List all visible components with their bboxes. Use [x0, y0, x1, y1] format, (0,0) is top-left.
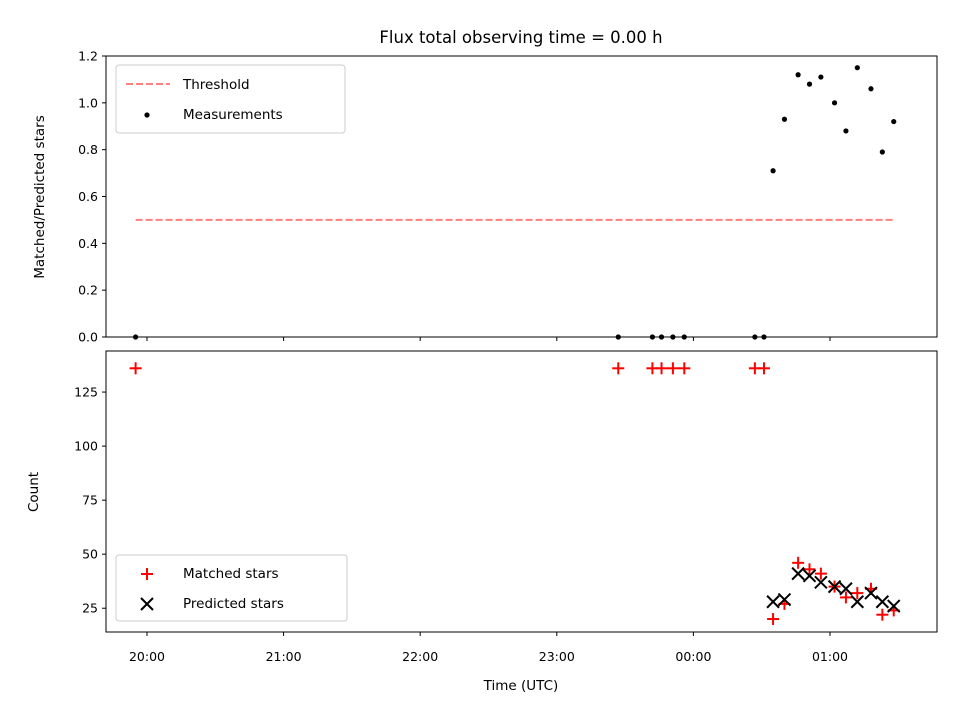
matched-star-point [666, 362, 679, 375]
legend-matched-swatch [141, 568, 153, 580]
legend-measurements-label: Measurements [183, 107, 283, 123]
predicted-star-point [850, 595, 865, 609]
predicted-star-point [814, 575, 828, 589]
predicted-star-stroke-b [827, 579, 842, 594]
top-y-tick-label: 1.2 [78, 49, 98, 64]
top-y-tick-label: 0.4 [78, 236, 98, 251]
measurement-point [831, 100, 838, 106]
measurement-point [132, 334, 139, 340]
measurement-point [879, 149, 885, 155]
predicted-star-stroke-b [850, 595, 865, 609]
legend-measurements-swatch [144, 112, 150, 118]
matched-star-point [876, 608, 889, 621]
predicted-star-point [791, 566, 805, 581]
predicted-star-stroke-b [766, 595, 780, 609]
predicted-star-stroke-b [777, 592, 792, 607]
bottom-x-tick-label: 01:00 [812, 649, 848, 664]
measurement-point [891, 118, 897, 125]
measurement-point [615, 334, 621, 340]
top-chart-marks [132, 65, 897, 340]
measurement-point [752, 334, 758, 340]
measurement-point [854, 65, 860, 71]
bottom-x-axis-label: Time (UTC) [483, 678, 559, 694]
predicted-star-stroke-b [875, 595, 890, 609]
measurement-point [795, 72, 801, 78]
bottom-y-tick-label: 50 [82, 547, 98, 562]
measurement-point [818, 74, 824, 80]
bottom-x-tick-label: 21:00 [266, 649, 302, 664]
legend-matched-label: Matched stars [183, 566, 279, 582]
predicted-star-stroke-b [802, 569, 817, 583]
bottom-legend-box [115, 554, 348, 622]
measurement-point [781, 116, 788, 122]
bottom-x-tick-label: 00:00 [675, 649, 711, 664]
top-y-tick-label: 0.6 [78, 189, 98, 204]
predicted-star-point [887, 599, 901, 613]
measurement-point [770, 168, 776, 174]
measurement-point [843, 128, 849, 134]
measurement-point [649, 334, 656, 340]
bottom-x-tick-label: 20:00 [129, 649, 165, 664]
bottom-y-axis-label: Count [26, 472, 42, 512]
bottom-chart-marks [129, 362, 901, 626]
measurement-point [868, 86, 874, 92]
bottom-y-tick-label: 75 [82, 493, 98, 508]
top-y-tick-label: 1.0 [78, 95, 98, 110]
legend-predicted-swatch [140, 597, 154, 611]
predicted-star-stroke-b [839, 582, 853, 596]
top-y-axis-label: Matched/Predicted stars [32, 115, 48, 278]
matched-star-point [655, 362, 668, 375]
top-y-tick-label: 0.0 [78, 330, 98, 345]
top-y-tick-label: 0.8 [78, 142, 98, 157]
bottom-y-tick-label: 100 [74, 439, 98, 454]
predicted-star-stroke-b [864, 586, 878, 600]
measurement-point [670, 334, 676, 340]
predicted-star-stroke-b [887, 599, 901, 613]
predicted-star-point [839, 582, 853, 596]
legend-predicted-label: Predicted stars [183, 596, 284, 612]
predicted-star-stroke-b [791, 566, 805, 581]
top-legend: Threshold Measurements [115, 64, 346, 134]
measurement-point [658, 334, 665, 340]
predicted-star-point [875, 595, 890, 609]
measurement-point [806, 81, 813, 87]
bottom-y-tick-label: 25 [82, 601, 98, 616]
bottom-x-tick-label: 22:00 [402, 649, 438, 664]
bottom-x-tick-label: 23:00 [539, 649, 575, 664]
bottom-legend: Matched stars Predicted stars [115, 554, 348, 622]
measurement-point [761, 334, 767, 340]
matched-star-point [678, 362, 691, 375]
predicted-star-point [766, 595, 780, 609]
predicted-star-point [777, 592, 792, 607]
matched-star-point [767, 613, 780, 626]
matched-star-point [129, 362, 142, 375]
matched-star-point [612, 362, 625, 375]
matched-star-point [792, 556, 805, 569]
bottom-axis-ticks: 25 50 75 100 125 20:00 21:00 22:00 23:00 00:00 01:… [74, 385, 848, 664]
predicted-star-point [802, 569, 817, 583]
legend-threshold-label: Threshold [182, 77, 250, 93]
top-chart-title: Flux total observing time = 0.00 h [379, 28, 662, 47]
predicted-star-point [864, 586, 878, 600]
top-y-tick-label: 0.2 [78, 283, 98, 298]
predicted-star-stroke-b [814, 575, 828, 589]
matched-star-point [803, 563, 816, 576]
predicted-star-point [827, 579, 842, 594]
top-axis-ticks: 0.0 0.2 0.4 0.6 0.8 1.0 1.2 [78, 49, 831, 345]
matched-star-point [839, 591, 852, 604]
measurement-point [681, 334, 687, 340]
matched-star-point [814, 567, 827, 580]
matched-star-point [851, 587, 864, 600]
bottom-plot-frame [105, 350, 938, 633]
bottom-y-tick-label: 125 [74, 385, 98, 400]
top-legend-box [115, 64, 346, 134]
matched-star-point [757, 362, 770, 375]
